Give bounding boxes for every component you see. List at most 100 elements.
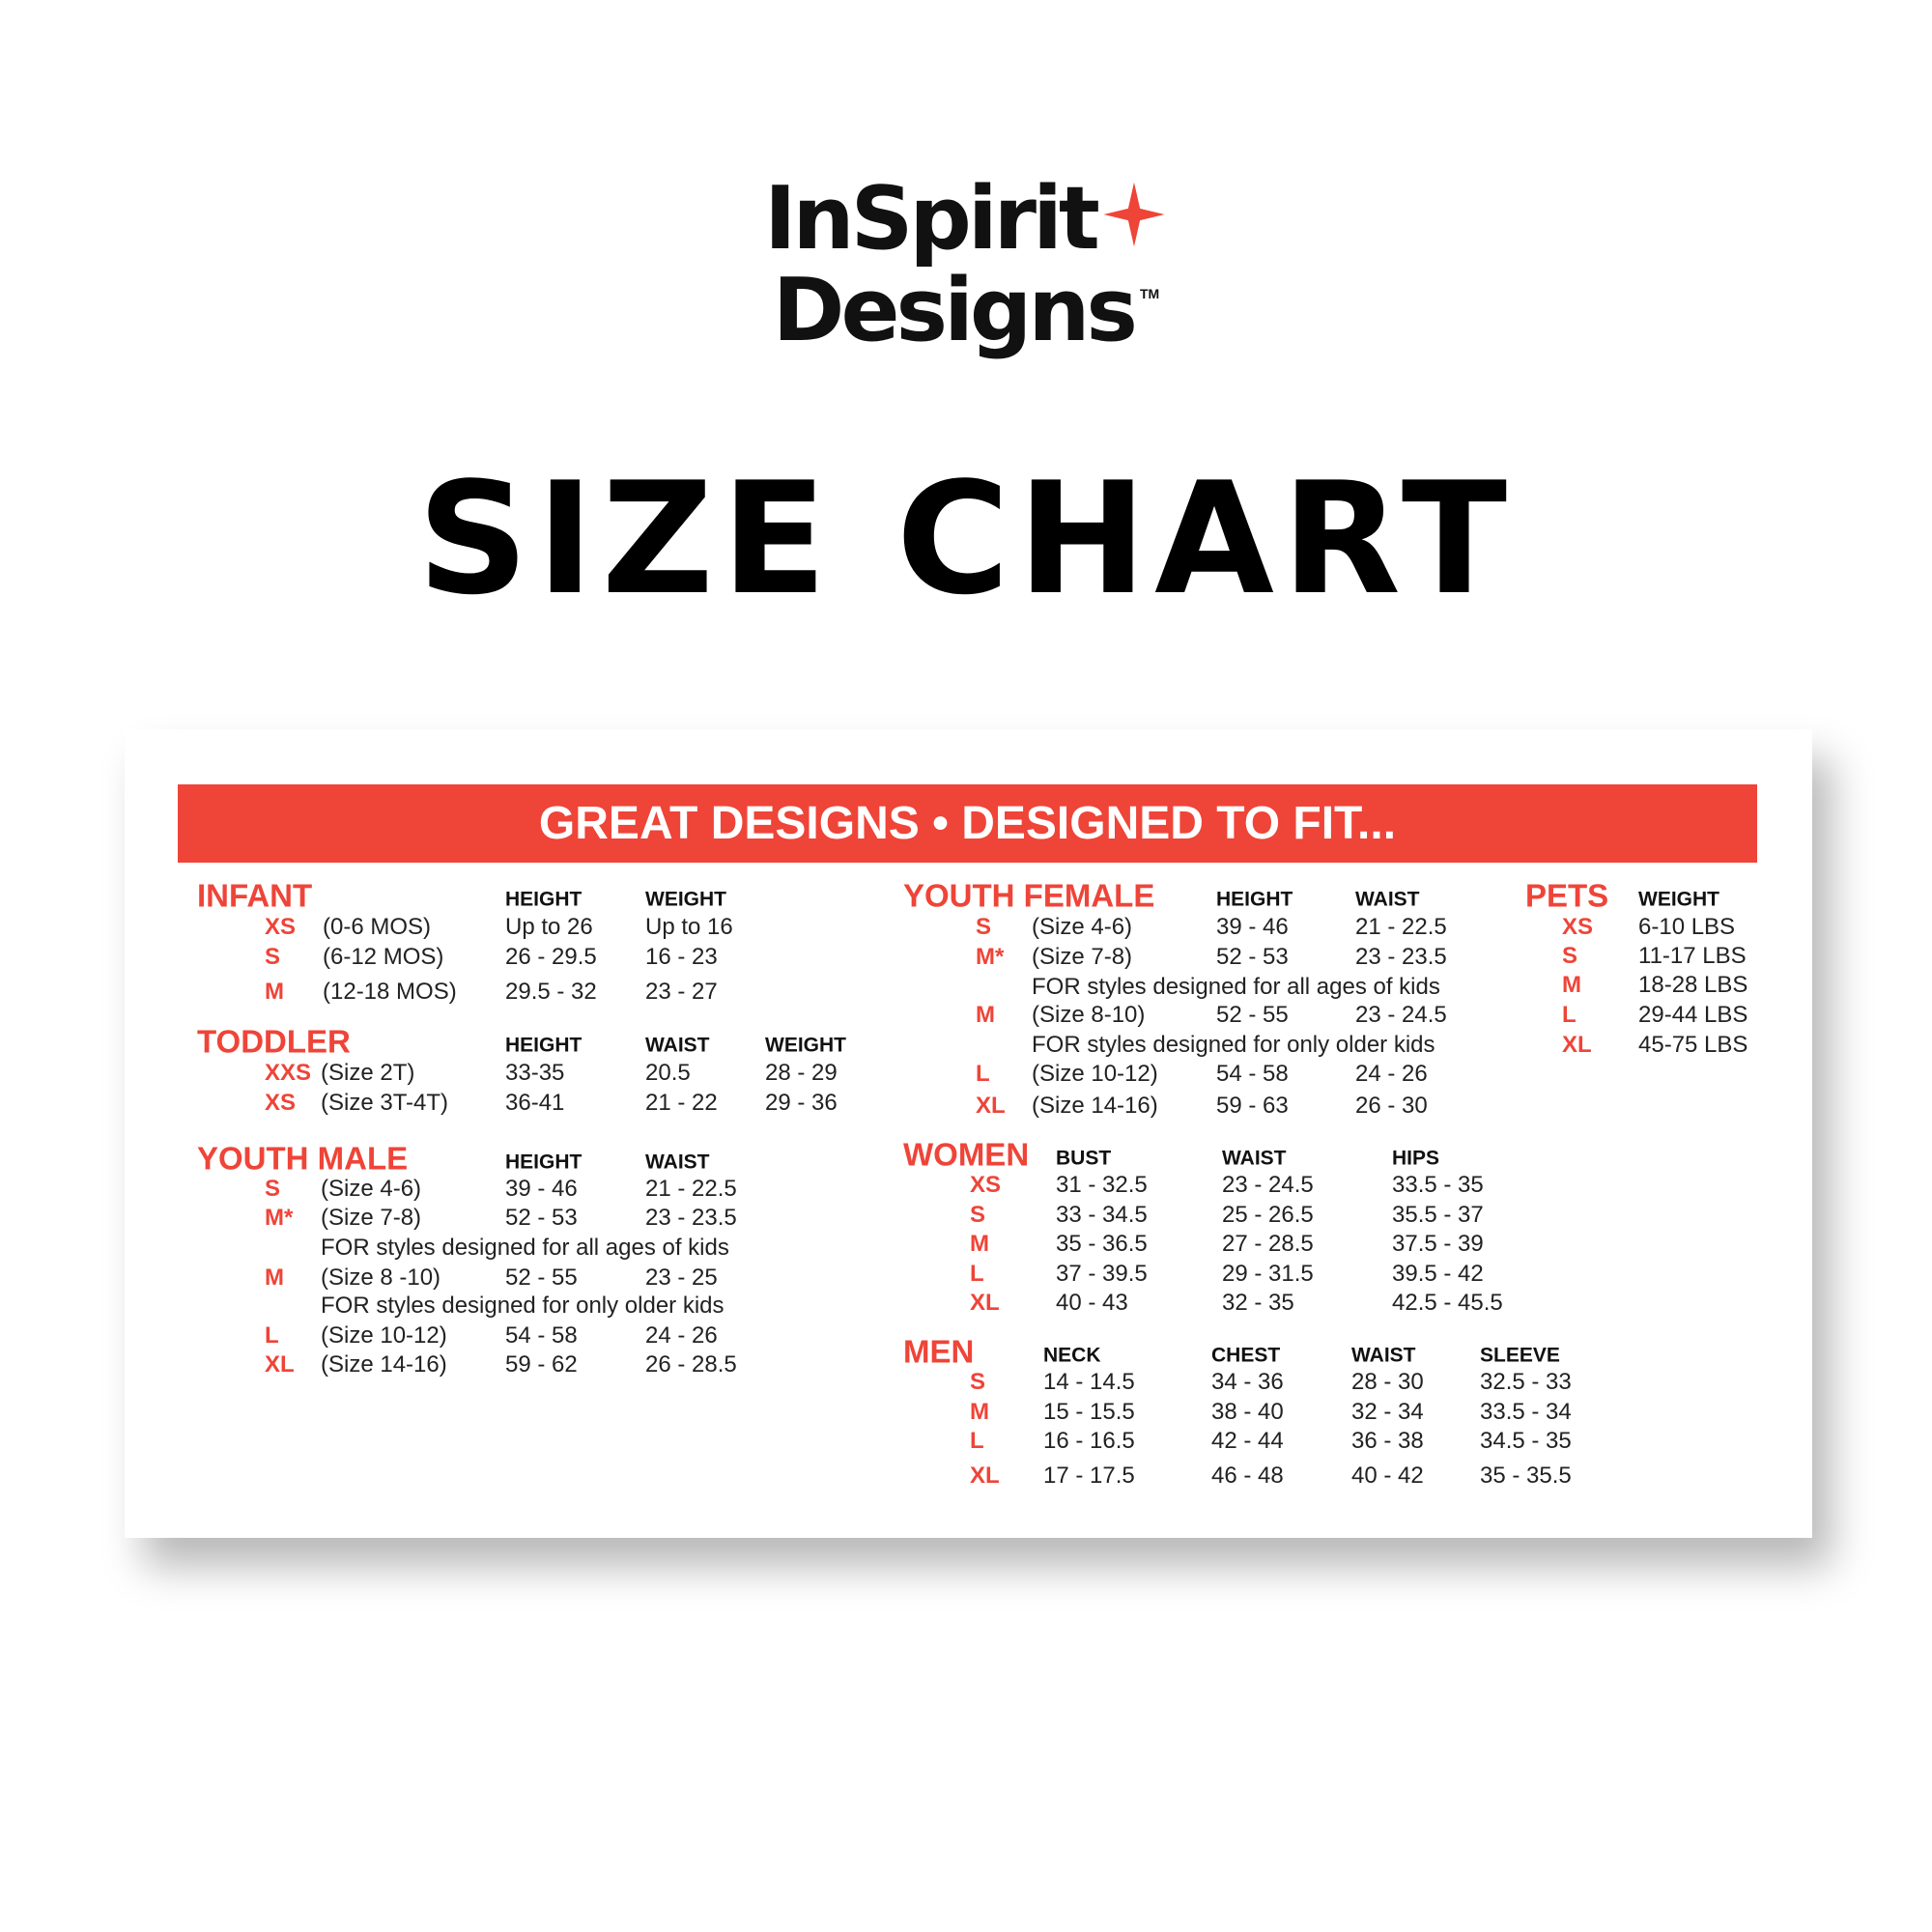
measurement-value: 35 - 36.5 <box>1056 1231 1148 1257</box>
measurement-value: 35 - 35.5 <box>1480 1463 1572 1489</box>
column-header: NECK <box>1043 1344 1101 1367</box>
measurement-value: 39 - 46 <box>505 1176 578 1202</box>
measurement-value: 33 - 34.5 <box>1056 1202 1148 1228</box>
size-code: XL <box>970 1290 1000 1316</box>
size-code: M* <box>976 944 1005 970</box>
measurement-value: 23 - 23.5 <box>1355 944 1447 970</box>
size-code: XL <box>265 1351 295 1378</box>
measurement-value: 23 - 24.5 <box>1222 1172 1314 1198</box>
size-code: L <box>976 1061 990 1087</box>
measurement-value: 34 - 36 <box>1211 1369 1284 1395</box>
measurement-value: 36-41 <box>505 1090 565 1116</box>
measurement-value: 29.5 - 32 <box>505 979 597 1005</box>
size-code: M <box>970 1399 989 1425</box>
size-code: M <box>1562 972 1581 998</box>
logo-row-2: Designs TM <box>772 259 1160 361</box>
measurement-value: 32 - 35 <box>1222 1290 1294 1316</box>
measurement-value: 15 - 15.5 <box>1043 1399 1135 1425</box>
measurement-value: 35.5 - 37 <box>1392 1202 1484 1228</box>
size-code: XXS <box>265 1060 312 1086</box>
size-code: XS <box>265 1090 297 1116</box>
size-code: M <box>265 1264 284 1291</box>
measurement-value: 29-44 LBS <box>1638 1002 1748 1028</box>
measurement-value: 20.5 <box>645 1060 691 1086</box>
measurement-value: 33-35 <box>505 1060 565 1086</box>
trademark: TM <box>1140 285 1160 301</box>
measurement-value: 29 - 31.5 <box>1222 1261 1314 1287</box>
column-header: HEIGHT <box>505 888 582 911</box>
section-heading: YOUTH FEMALE <box>903 877 1155 914</box>
size-code: M <box>265 979 284 1005</box>
logo-line-1: InSpirit <box>764 168 1100 270</box>
column-header: WEIGHT <box>765 1034 846 1057</box>
column-header: HEIGHT <box>1216 888 1293 911</box>
size-code: XS <box>970 1172 1002 1198</box>
column-header: HIPS <box>1392 1147 1440 1170</box>
size-code: XL <box>976 1093 1006 1119</box>
measurement-value: 42 - 44 <box>1211 1428 1284 1454</box>
row-note: FOR styles designed for only older kids <box>1032 1032 1435 1058</box>
measurement-value: 23 - 23.5 <box>645 1205 737 1231</box>
column-header: WAIST <box>645 1034 710 1057</box>
logo-row-1: InSpirit <box>764 168 1168 270</box>
column-header: WAIST <box>1222 1147 1287 1170</box>
size-description: (Size 14-16) <box>1032 1093 1158 1119</box>
measurement-value: 39.5 - 42 <box>1392 1261 1484 1287</box>
measurement-value: 45-75 LBS <box>1638 1032 1748 1058</box>
measurement-value: 14 - 14.5 <box>1043 1369 1135 1395</box>
size-chart-card <box>125 729 1812 1538</box>
measurement-value: 34.5 - 35 <box>1480 1428 1572 1454</box>
size-code: S <box>265 944 281 970</box>
measurement-value: 54 - 58 <box>505 1322 578 1349</box>
measurement-value: 37.5 - 39 <box>1392 1231 1484 1257</box>
size-code: L <box>970 1261 984 1287</box>
size-code: S <box>970 1202 986 1228</box>
size-description: (Size 14-16) <box>321 1351 447 1378</box>
size-description: (12-18 MOS) <box>323 979 457 1005</box>
measurement-value: Up to 16 <box>645 914 733 940</box>
row-note: FOR styles designed for all ages of kids <box>321 1235 729 1261</box>
column-header: HEIGHT <box>505 1034 582 1057</box>
size-description: (0-6 MOS) <box>323 914 432 940</box>
size-description: (Size 8-10) <box>1032 1002 1146 1028</box>
size-code: XL <box>970 1463 1000 1489</box>
size-code: L <box>1562 1002 1577 1028</box>
measurement-value: 33.5 - 35 <box>1392 1172 1484 1198</box>
measurement-value: 26 - 28.5 <box>645 1351 737 1378</box>
measurement-value: 32.5 - 33 <box>1480 1369 1572 1395</box>
size-code: M* <box>265 1205 294 1231</box>
size-description: (Size 7-8) <box>1032 944 1133 970</box>
measurement-value: 11-17 LBS <box>1638 943 1747 969</box>
size-description: (6-12 MOS) <box>323 944 444 970</box>
measurement-value: Up to 26 <box>505 914 593 940</box>
measurement-value: 52 - 53 <box>1216 944 1289 970</box>
measurement-value: 26 - 29.5 <box>505 944 597 970</box>
measurement-value: 52 - 55 <box>505 1264 578 1291</box>
measurement-value: 24 - 26 <box>1355 1061 1428 1087</box>
size-code: S <box>1562 943 1578 969</box>
measurement-value: 59 - 63 <box>1216 1093 1289 1119</box>
measurement-value: 39 - 46 <box>1216 914 1289 940</box>
measurement-value: 16 - 23 <box>645 944 718 970</box>
measurement-value: 54 - 58 <box>1216 1061 1289 1087</box>
measurement-value: 32 - 34 <box>1351 1399 1424 1425</box>
measurement-value: 28 - 30 <box>1351 1369 1424 1395</box>
size-code: XS <box>265 914 297 940</box>
measurement-value: 40 - 43 <box>1056 1290 1128 1316</box>
size-code: S <box>970 1369 986 1395</box>
size-description: (Size 4-6) <box>321 1176 422 1202</box>
column-header: HEIGHT <box>505 1151 582 1174</box>
size-description: (Size 3T-4T) <box>321 1090 449 1116</box>
measurement-value: 31 - 32.5 <box>1056 1172 1148 1198</box>
measurement-value: 25 - 26.5 <box>1222 1202 1314 1228</box>
page-title: SIZE CHART <box>416 448 1516 629</box>
column-header: SLEEVE <box>1480 1344 1560 1367</box>
measurement-value: 23 - 27 <box>645 979 718 1005</box>
measurement-value: 52 - 55 <box>1216 1002 1289 1028</box>
column-header: BUST <box>1056 1147 1112 1170</box>
logo-line-2: Designs <box>772 259 1138 361</box>
banner: GREAT DESIGNS • DESIGNED TO FIT... <box>178 784 1757 863</box>
section-heading: INFANT <box>197 877 313 914</box>
row-note: FOR styles designed for only older kids <box>321 1293 724 1319</box>
measurement-value: 37 - 39.5 <box>1056 1261 1148 1287</box>
